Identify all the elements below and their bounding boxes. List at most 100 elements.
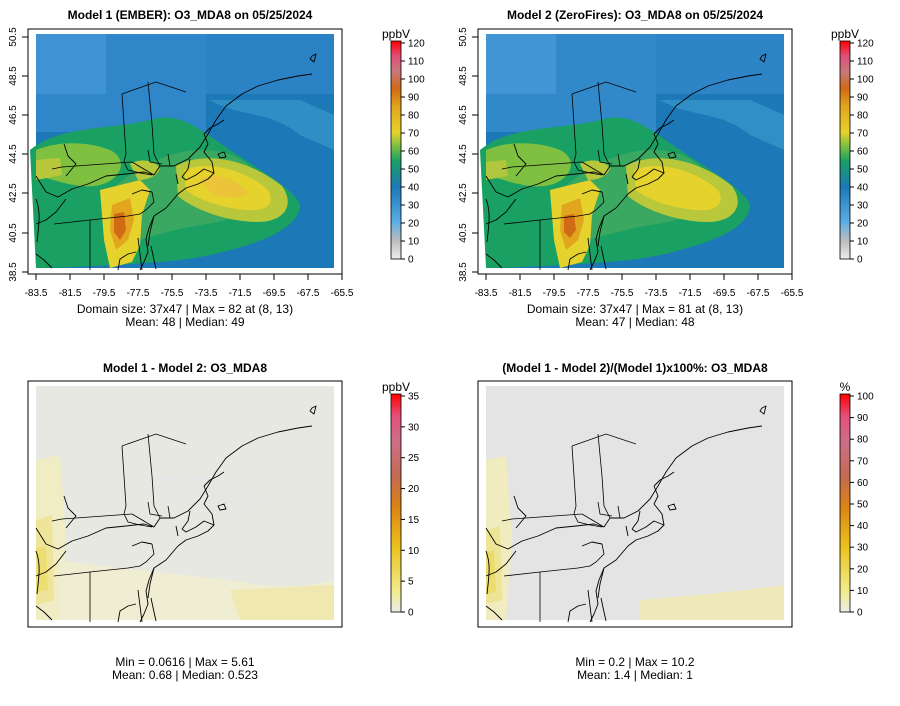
panel2-y-tick: 44.5 [458,144,469,164]
colorbar-tick-label: 70 [408,129,420,140]
colorbar-tick-label: 80 [857,111,869,122]
panel2-colorbar: ppbV 0 10 20 30 40 50 60 70 80 90 100 110 120 [831,27,874,266]
colorbar-tick-label: 40 [857,183,869,194]
panel1-y-tick: 46.5 [8,105,19,125]
colorbar-tick-label: 120 [857,39,874,50]
panel1-stats-line2: Mean: 48 | Median: 49 [125,315,245,329]
panel1-x-tick: -73.5 [195,288,218,299]
colorbar-tick-label: 0 [408,608,414,619]
panel3-colorbar-unit: ppbV [382,380,410,394]
panel2-x-tick: -83.5 [475,288,498,299]
colorbar-tick-label: 60 [408,147,420,158]
panel1-x-tick: -65.5 [331,288,354,299]
colorbar-tick-label: 90 [408,93,420,104]
panel2-stats-line2: Mean: 47 | Median: 48 [575,315,695,329]
panel4-title: (Model 1 - Model 2)/(Model 1)x100%: O3_M… [502,361,768,375]
colorbar-tick-label: 20 [408,219,420,230]
panel1-y-tick: 38.5 [8,262,19,282]
colorbar-tick-label: 5 [408,577,414,588]
panel1-stats-line1: Domain size: 37x47 | Max = 82 at (8, 13) [77,302,293,316]
panel1-y-tick: 50.5 [8,27,19,47]
colorbar-tick-label: 30 [408,422,420,433]
colorbar-tick-label: 70 [857,456,869,467]
panel3-heatmap [36,386,334,620]
colorbar-tick-label: 70 [857,129,869,140]
panel1-y-tick: 40.5 [8,223,19,243]
panel2-y-tick: 46.5 [458,105,469,125]
colorbar-tick-label: 90 [857,93,869,104]
colorbar-tick-label: 50 [857,500,869,511]
panel2-y-tick: 50.5 [458,27,469,47]
panel2-y-tick: 42.5 [458,183,469,203]
panel-model1: Model 1 (EMBER): O3_MDA8 on 05/25/2024 [8,8,425,329]
colorbar-tick-label: 10 [408,237,420,248]
panel1-x-tick: -83.5 [25,288,48,299]
panel2-x-axis: -83.5 -81.5 -79.5 -77.5 -75.5 -73.5 -71.… [475,273,804,299]
panel1-colorbar-unit: ppbV [382,27,410,41]
colorbar-tick-label: 10 [857,586,869,597]
colorbar-tick-label: 60 [857,478,869,489]
panel1-x-tick: -69.5 [263,288,286,299]
panel-model2: Model 2 (ZeroFires): O3_MDA8 on 05/25/20… [458,8,874,329]
panel2-x-tick: -79.5 [543,288,566,299]
panel3-title: Model 1 - Model 2: O3_MDA8 [103,361,267,375]
panel2-x-tick: -73.5 [645,288,668,299]
panel2-y-axis: 38.5 40.5 42.5 44.5 46.5 48.5 50.5 [458,27,479,282]
panel1-y-axis: 38.5 40.5 42.5 44.5 46.5 48.5 50.5 [8,27,29,282]
panel2-x-tick: -65.5 [781,288,804,299]
panel1-x-tick: -77.5 [127,288,150,299]
colorbar-tick-label: 0 [857,608,863,619]
panel1-x-tick: -79.5 [93,288,116,299]
panel-difference: Model 1 - Model 2: O3_MDA8 ppbV 0 5 10 15 20… [27,361,420,682]
colorbar-tick-label: 0 [857,255,863,266]
colorbar-tick-label: 30 [857,543,869,554]
panel2-x-tick: -81.5 [509,288,532,299]
panel2-x-tick: -67.5 [747,288,770,299]
colorbar-tick-label: 60 [857,147,869,158]
panel1-y-tick: 48.5 [8,66,19,86]
colorbar-tick-label: 15 [408,515,420,526]
panel1-y-tick: 44.5 [8,144,19,164]
colorbar-tick-label: 50 [408,165,420,176]
panel4-stats-line1: Min = 0.2 | Max = 10.2 [575,655,695,669]
panel2-x-tick: -71.5 [679,288,702,299]
panel1-heatmap [30,34,334,268]
panel2-title: Model 2 (ZeroFires): O3_MDA8 on 05/25/20… [507,8,763,22]
panel1-y-tick: 42.5 [8,183,19,203]
panel1-title: Model 1 (EMBER): O3_MDA8 on 05/25/2024 [68,8,313,22]
colorbar-tick-label: 80 [408,111,420,122]
colorbar-tick-label: 35 [408,392,420,403]
panel2-x-tick: -69.5 [713,288,736,299]
panel4-stats-line2: Mean: 1.4 | Median: 1 [577,668,693,682]
panel1-x-tick: -71.5 [229,288,252,299]
panel1-x-tick: -81.5 [59,288,82,299]
colorbar-tick-label: 120 [408,39,425,50]
panel1-x-axis: -83.5 -81.5 -79.5 -77.5 -75.5 -73.5 -71.… [25,273,354,299]
colorbar-tick-label: 20 [857,564,869,575]
colorbar-tick-label: 110 [408,57,424,68]
colorbar-tick-label: 25 [408,453,420,464]
panel2-heatmap [480,34,784,268]
panel-percent-difference: (Model 1 - Model 2)/(Model 1)x100%: O3_M… [477,361,874,682]
colorbar-tick-label: 40 [408,183,420,194]
colorbar-tick-label: 80 [857,435,869,446]
colorbar-tick-label: 110 [857,57,873,68]
panel2-x-tick: -77.5 [577,288,600,299]
colorbar-tick-label: 90 [857,413,869,424]
panel1-colorbar: ppbV 0 10 20 30 40 50 60 70 80 90 100 110 120 [382,27,425,266]
panel2-stats-line1: Domain size: 37x47 | Max = 81 at (8, 13) [527,302,743,316]
panel4-heatmap [486,386,784,620]
panel2-y-tick: 48.5 [458,66,469,86]
panel2-y-tick: 38.5 [458,262,469,282]
colorbar-tick-label: 20 [408,484,420,495]
panel3-colorbar: ppbV 0 5 10 15 20 25 30 35 [382,380,420,619]
colorbar-tick-label: 100 [408,75,425,86]
panel1-x-tick: -75.5 [161,288,184,299]
panel2-y-tick: 40.5 [458,223,469,243]
colorbar-tick-label: 100 [857,75,874,86]
colorbar-tick-label: 30 [857,201,869,212]
colorbar-tick-label: 0 [408,255,414,266]
panel2-colorbar-unit: ppbV [831,27,859,41]
panel3-stats-line1: Min = 0.0616 | Max = 5.61 [115,655,255,669]
colorbar-tick-label: 10 [857,237,869,248]
